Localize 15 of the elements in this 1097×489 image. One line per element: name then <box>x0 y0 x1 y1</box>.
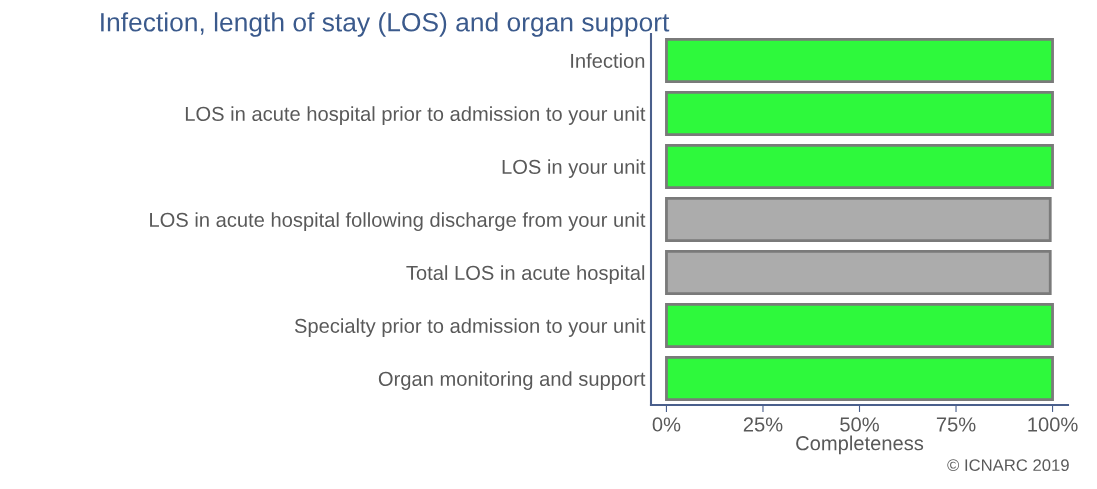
x-tick-label: 0% <box>652 417 681 432</box>
y-tick-label: Infection <box>571 53 645 68</box>
y-tick-label: LOS in acute hospital prior to admission to your unit <box>185 106 646 125</box>
y-tick-label: LOS in your unit <box>502 159 646 178</box>
text: Infection, length of stay (LOS) and organ support <box>101 12 670 37</box>
text: © ICNARC 2019 <box>947 459 1069 472</box>
y-tick-label: LOS in acute hospital following discharge from your unit <box>150 212 646 231</box>
x-tick-label: 75% <box>936 417 976 432</box>
x-tick-label: 25% <box>743 417 783 432</box>
x-tick-label: 100% <box>1028 417 1078 432</box>
y-tick-label: Organ monitoring and support <box>378 371 646 390</box>
x-axis-title: Completeness <box>796 435 924 455</box>
y-tick-label: Total LOS in acute hospital <box>406 265 645 284</box>
x-tick-label: 50% <box>840 417 879 432</box>
y-tick-label: Specialty prior to admission to your unit <box>294 318 646 337</box>
